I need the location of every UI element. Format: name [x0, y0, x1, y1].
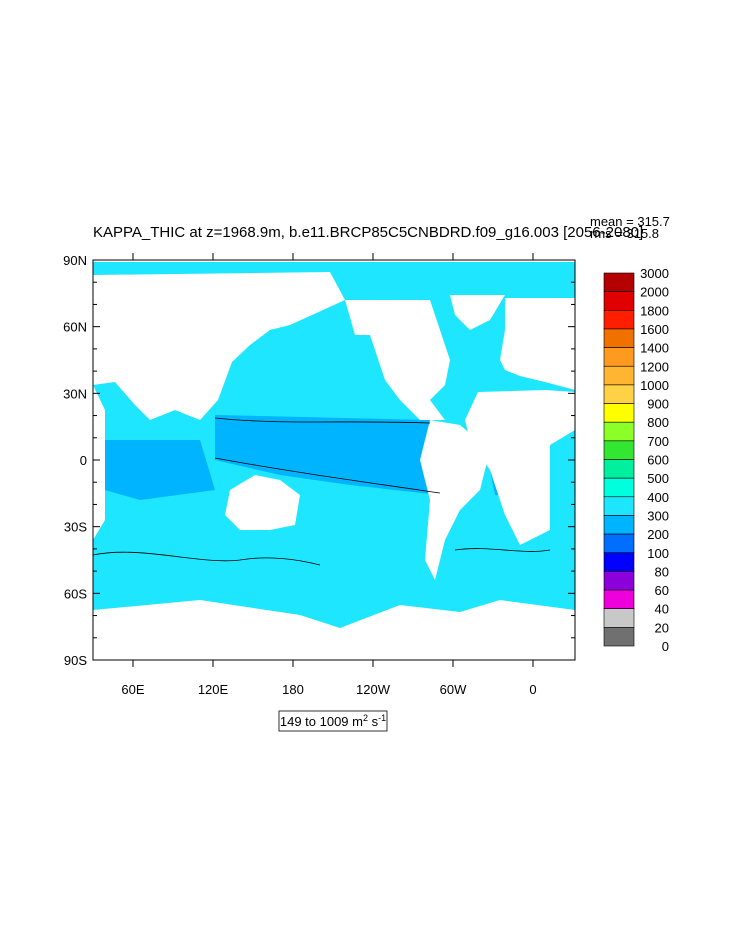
lat-label: 0 [80, 453, 87, 468]
colorbar-label: 2000 [640, 285, 669, 300]
range-text: 149 to 1009 m [280, 714, 363, 729]
lat-label: 30N [63, 386, 87, 401]
colorbar-label: 700 [647, 434, 669, 449]
lat-label: 60N [63, 320, 87, 335]
colorbar-box [603, 552, 635, 572]
colorbar-box [603, 403, 635, 423]
colorbar-label: 500 [647, 471, 669, 486]
indian-band [105, 440, 215, 500]
colorbar-box [603, 384, 635, 404]
map [92, 259, 576, 661]
lon-label: 120E [198, 682, 229, 697]
lon-label: 120W [356, 682, 391, 697]
colorbar-label: 80 [655, 564, 669, 579]
colorbar-box [603, 589, 635, 609]
tropical-band [215, 415, 440, 495]
title: KAPPA_THIC at z=1968.9m, b.e11.BRCP85C5C… [93, 224, 643, 241]
lat-label: 90N [63, 253, 87, 268]
colorbar-label: 40 [655, 602, 669, 617]
colorbar-label: 100 [647, 546, 669, 561]
range-label: 149 to 1009 m2 s-1 [280, 713, 386, 729]
lon-label: 180 [282, 682, 304, 697]
range-box [278, 710, 388, 732]
colorbar-label: 900 [647, 397, 669, 412]
colorbar-box [603, 515, 635, 535]
colorbar-box [603, 533, 635, 554]
colorbar-label: 3000 [640, 266, 669, 281]
contours [92, 417, 551, 566]
lon-label: 60E [121, 682, 144, 697]
colorbar-label: 1200 [640, 359, 669, 374]
colorbar-label: 20 [655, 620, 669, 635]
rms-stat: rms = 315.8 [590, 226, 659, 241]
colorbar-box [603, 459, 635, 479]
colorbar-box [603, 496, 635, 516]
lon-label: 60W [440, 682, 467, 697]
colorbar-box [603, 627, 635, 647]
range-text: s [368, 714, 379, 729]
colorbar-box [603, 365, 635, 386]
land [93, 272, 575, 660]
colorbar-label: 600 [647, 453, 669, 468]
colorbar-label: 800 [647, 415, 669, 430]
lon-label: 0 [529, 682, 536, 697]
colorbar-box [603, 421, 635, 442]
colorbar-box [603, 571, 635, 591]
colorbar-box [603, 309, 635, 330]
range-sup: 2 [363, 713, 368, 723]
colorbar-label: 0 [662, 639, 669, 654]
range-sup: -1 [378, 713, 386, 723]
colorbar-label: 1800 [640, 303, 669, 318]
colorbar-box [603, 272, 635, 292]
mean-stat: mean = 315.7 [590, 214, 670, 229]
colorbar-box [603, 608, 635, 628]
colorbar-label: 1400 [640, 341, 669, 356]
colorbar-label: 1600 [640, 322, 669, 337]
colorbar-box [603, 328, 635, 348]
lat-label: 30S [64, 520, 87, 535]
lat-label: 60S [64, 586, 87, 601]
colorbar-label: 60 [655, 583, 669, 598]
lat-label: 90S [64, 653, 87, 668]
colorbar-label: 400 [647, 490, 669, 505]
colorbar-label: 300 [647, 508, 669, 523]
colorbar-box [603, 440, 635, 460]
colorbar-box [603, 477, 635, 498]
colorbar-box [603, 347, 635, 367]
colorbar-label: 1000 [640, 378, 669, 393]
colorbar-box [603, 291, 635, 311]
colorbar-label: 200 [647, 527, 669, 542]
